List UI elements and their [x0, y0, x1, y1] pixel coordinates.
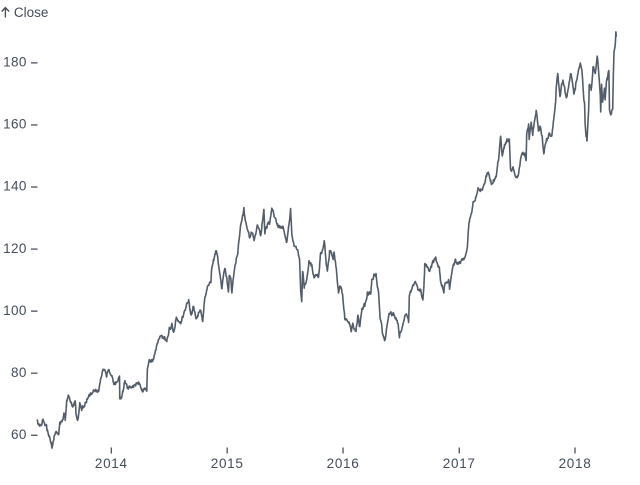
svg-text:120: 120	[3, 241, 27, 256]
svg-text:180: 180	[3, 55, 27, 70]
svg-text:140: 140	[3, 179, 27, 194]
svg-text:Close: Close	[14, 5, 49, 20]
svg-text:2016: 2016	[327, 456, 360, 471]
svg-text:2018: 2018	[559, 456, 592, 471]
svg-text:60: 60	[11, 427, 27, 442]
svg-text:160: 160	[3, 117, 27, 132]
svg-text:2017: 2017	[443, 456, 476, 471]
svg-text:80: 80	[11, 365, 27, 380]
svg-text:2015: 2015	[211, 456, 244, 471]
svg-text:2014: 2014	[95, 456, 128, 471]
svg-text:100: 100	[3, 303, 27, 318]
